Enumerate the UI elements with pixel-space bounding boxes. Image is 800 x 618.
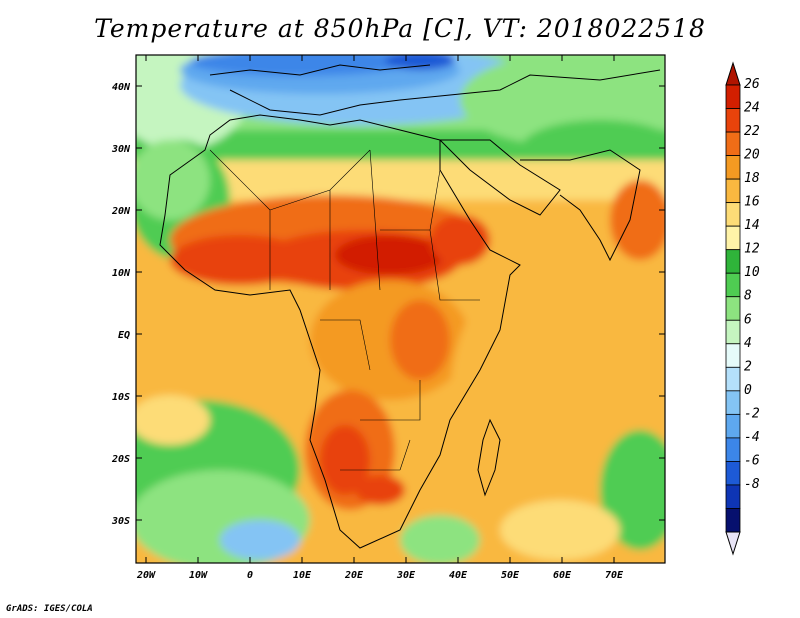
lon-tick-label: 10W [189, 570, 208, 581]
lat-tick-label: EQ [118, 330, 130, 341]
lat-tick-label: 10S [112, 392, 130, 403]
lon-tick-label: 10E [293, 570, 312, 581]
colorbar-swatch [725, 461, 741, 486]
colorbar-label: 8 [744, 289, 752, 304]
colorbar-label: 10 [744, 265, 760, 280]
colorbar-swatch [725, 437, 741, 462]
colorbar-swatch [725, 484, 741, 509]
colorbar-swatch [725, 249, 741, 274]
lon-tick-label: 30E [396, 570, 416, 581]
lon-tick-label: 40E [449, 570, 468, 581]
colorbar-swatch [725, 319, 741, 345]
lat-tick-label: 20N [111, 206, 131, 217]
colorbar-bottom-arrow [725, 531, 741, 556]
colorbar-label: 24 [744, 101, 760, 116]
colorbar-label: -6 [744, 453, 760, 468]
colorbar-label: 22 [744, 124, 760, 139]
colorbar-swatch [725, 272, 741, 298]
colorbar-swatch [725, 202, 741, 227]
lat-tick-label: 20S [111, 454, 130, 465]
colorbar-swatch [725, 508, 741, 533]
colorbar-label: 26 [744, 77, 760, 92]
colorbar-label: 4 [744, 336, 752, 351]
colorbar-label: 6 [744, 312, 752, 327]
colorbar-top-arrow [725, 61, 741, 86]
coastline-outlines [159, 64, 661, 549]
lon-tick-label: 0 [247, 570, 253, 581]
colorbar-label: 16 [744, 195, 760, 210]
colorbar-swatch [725, 155, 741, 180]
latitude-labels: 40N 30N 20N 10N EQ 10S 20S 30S [111, 82, 131, 527]
axis-ticks [136, 55, 665, 563]
lon-tick-label: 60E [553, 570, 572, 581]
chart-title: Temperature at 850hPa [C], VT: 201802251… [94, 14, 706, 43]
colorbar-swatch [725, 413, 741, 439]
lon-tick-label: 20E [344, 570, 364, 581]
colorbar-swatch [725, 108, 741, 133]
colorbar-swatch [725, 296, 741, 321]
lat-tick-label: 30N [111, 144, 131, 155]
colorbar-label: 12 [744, 242, 760, 257]
colorbar-swatch [725, 366, 741, 392]
lon-tick-label: 20W [136, 570, 156, 581]
plot-frame [135, 54, 666, 564]
colorbar-label: -2 [744, 406, 760, 421]
country-borders [209, 149, 480, 471]
colorbar-swatch [725, 225, 741, 251]
lon-tick-label: 50E [501, 570, 520, 581]
colorbar-label: -4 [744, 430, 760, 445]
colorbar-label: 14 [744, 218, 760, 233]
colorbar-swatch [725, 390, 741, 415]
colorbar-swatch [725, 178, 741, 204]
colorbar-label: 2 [744, 359, 752, 374]
colorbar-label: -8 [744, 477, 760, 492]
colorbar-label: 20 [744, 148, 760, 163]
colorbar-label: 0 [744, 383, 752, 398]
colorbar-swatch [725, 343, 741, 368]
colorbar-label: 18 [744, 171, 760, 186]
lat-tick-label: 40N [112, 82, 131, 93]
colorbar-swatch [725, 131, 741, 156]
credit-text: GrADS: IGES/COLA [6, 604, 93, 614]
lat-tick-label: 30S [111, 516, 130, 527]
longitude-labels: 20W 10W 0 10E 20E 30E 40E 50E 60E 70E [136, 570, 624, 581]
colorbar-swatch [725, 84, 741, 109]
temperature-field [136, 55, 665, 563]
lon-tick-label: 70E [605, 570, 624, 581]
lat-tick-label: 10N [112, 268, 131, 279]
